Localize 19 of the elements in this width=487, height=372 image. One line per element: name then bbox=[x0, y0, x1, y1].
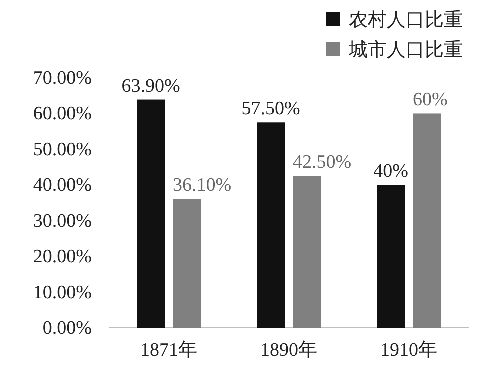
x-tick-label: 1890年 bbox=[260, 340, 318, 361]
data-label: 40% bbox=[374, 161, 409, 182]
y-tick-label: 20.00% bbox=[33, 246, 92, 268]
data-label: 60% bbox=[413, 90, 448, 111]
x-tick-label: 1910年 bbox=[380, 340, 438, 361]
data-label: 57.50% bbox=[242, 98, 300, 120]
data-label: 42.50% bbox=[293, 152, 352, 174]
y-tick-label: 40.00% bbox=[33, 175, 92, 196]
data-label: 36.10% bbox=[173, 175, 232, 196]
y-tick-label: 60.00% bbox=[33, 104, 92, 125]
x-tick-label: 1871年 bbox=[140, 340, 198, 361]
y-tick-label: 30.00% bbox=[33, 210, 92, 232]
legend-label: 城市人口比重 bbox=[348, 39, 463, 61]
legend-label: 农村人口比重 bbox=[349, 10, 463, 31]
y-tick-label: 50.00% bbox=[33, 139, 92, 160]
y-tick-label: 0.00% bbox=[42, 318, 92, 339]
y-tick-label: 70.00% bbox=[33, 68, 92, 89]
y-tick-label: 10.00% bbox=[33, 282, 92, 304]
data-label: 63.90% bbox=[122, 76, 180, 97]
